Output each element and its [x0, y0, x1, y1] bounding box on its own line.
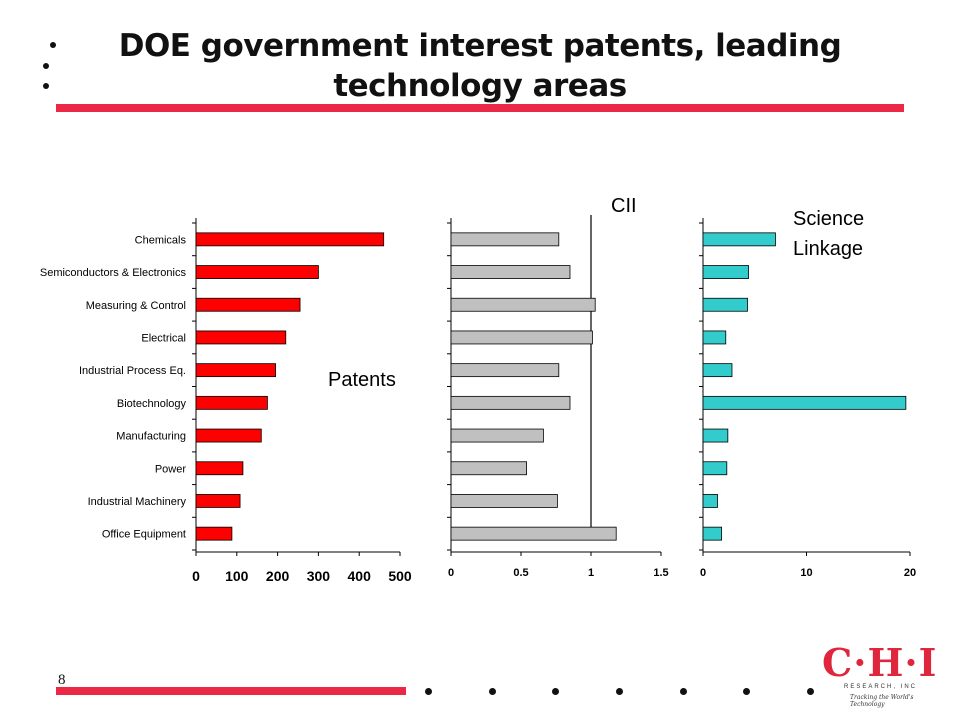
logo-subtitle: RESEARCH, INC — [844, 684, 918, 690]
bar — [195, 363, 276, 378]
chart-title-science-line-1: Science — [793, 208, 864, 230]
category-label: Office Equipment — [102, 529, 186, 541]
title-underline — [56, 104, 904, 112]
x-tick-label: 500 — [388, 568, 412, 584]
bar — [702, 297, 748, 312]
chart-title-patents: Patents — [328, 369, 396, 391]
slide-title: DOE government interest patents, leading… — [90, 26, 870, 106]
category-label: Measuring & Control — [86, 300, 186, 312]
x-tick-label: 300 — [307, 568, 331, 584]
bar — [450, 526, 617, 541]
bar — [450, 232, 560, 247]
bar — [195, 526, 233, 541]
footer-bar — [56, 687, 406, 695]
bar — [195, 330, 287, 345]
chi-logo: C·H·I RESEARCH, INC Tracking the World's… — [822, 640, 936, 710]
x-tick-label: 10 — [800, 567, 812, 579]
x-tick-label: 0.5 — [513, 567, 528, 579]
category-label: Power — [155, 463, 187, 475]
x-tick-label: 400 — [348, 568, 372, 584]
bar — [195, 265, 319, 279]
bar — [702, 494, 718, 508]
footer-dot — [616, 688, 623, 695]
bar — [195, 297, 301, 312]
x-tick-label: 200 — [266, 568, 290, 584]
bar — [702, 395, 907, 410]
bar — [450, 363, 560, 378]
footer-dot — [680, 688, 687, 695]
title-bullet-2 — [43, 63, 49, 69]
footer-dot — [743, 688, 750, 695]
logo-tagline: Tracking the World's Technology — [850, 694, 914, 708]
footer-dot — [489, 688, 496, 695]
bar — [702, 232, 776, 247]
x-tick-label: 0 — [700, 567, 706, 579]
bar — [195, 395, 268, 410]
category-label: Semiconductors & Electronics — [40, 267, 187, 279]
logo-wordmark: C·H·I — [822, 640, 938, 685]
bar — [702, 330, 727, 345]
category-label: Industrial Process Eq. — [79, 365, 186, 377]
bar — [450, 494, 558, 508]
bar — [450, 428, 544, 443]
title-bullet-3 — [43, 83, 49, 89]
charts-area: 0 100 200 300 400 500ChemicalsSemiconductors … — [40, 195, 916, 584]
x-tick-label: 1 — [588, 567, 594, 579]
title-bullet-1 — [50, 42, 56, 48]
category-label: Industrial Machinery — [88, 496, 187, 508]
bar — [702, 526, 723, 541]
bar — [195, 232, 385, 247]
x-tick-label: 20 — [904, 567, 916, 579]
bar — [702, 265, 749, 279]
category-label: Chemicals — [135, 234, 187, 246]
x-tick-label: 100 — [225, 568, 249, 584]
category-label: Electrical — [141, 332, 186, 344]
bar — [702, 363, 733, 378]
x-tick-label: 0 — [192, 568, 200, 584]
bar — [195, 428, 262, 443]
category-label: Biotechnology — [117, 398, 187, 410]
chart-title-cii: CII — [611, 195, 637, 217]
bar — [702, 461, 728, 476]
footer-dot — [807, 688, 814, 695]
bar — [450, 330, 593, 345]
bar — [195, 494, 241, 508]
slide-title-line-2: technology areas — [333, 68, 627, 104]
bar — [450, 461, 527, 476]
x-tick-label: 0 — [448, 567, 454, 579]
footer-dot — [552, 688, 559, 695]
page-number: 8 — [58, 672, 66, 688]
chart-title-science-line-2: Linkage — [793, 238, 863, 260]
category-label: Manufacturing — [116, 431, 186, 443]
bar — [450, 265, 571, 279]
bar — [195, 461, 244, 476]
bar — [450, 297, 596, 312]
slide-title-line-1: DOE government interest patents, leading — [118, 28, 842, 64]
bar — [450, 395, 571, 410]
x-tick-label: 1.5 — [653, 567, 668, 579]
footer-dot — [425, 688, 432, 695]
bar — [702, 428, 729, 443]
